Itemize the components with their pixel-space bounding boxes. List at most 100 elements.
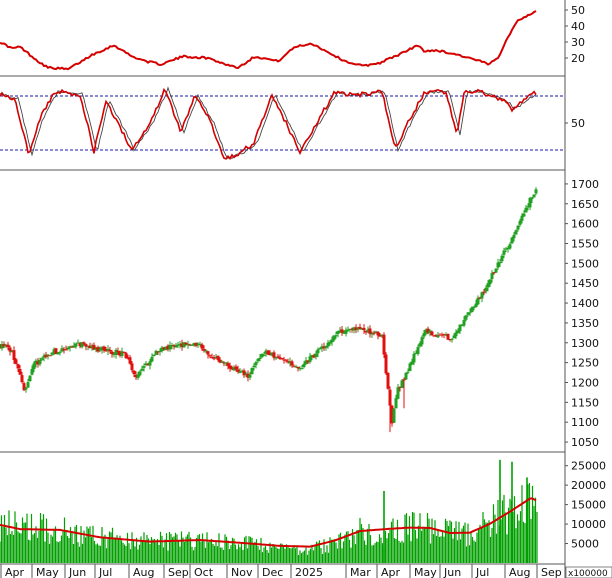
volume-bar bbox=[488, 520, 490, 563]
volume-bar bbox=[423, 528, 426, 563]
volume-bar bbox=[504, 512, 507, 563]
volume-bar bbox=[470, 531, 472, 563]
volume-bar bbox=[135, 537, 138, 563]
candle-body bbox=[76, 342, 80, 344]
volume-bar bbox=[21, 517, 24, 563]
candle-body bbox=[490, 272, 494, 280]
candle-body bbox=[396, 387, 400, 399]
candle-body bbox=[38, 360, 42, 365]
candle-body bbox=[206, 351, 210, 355]
volume-bar bbox=[24, 522, 27, 563]
price-axis-tick-label: 1600 bbox=[571, 218, 599, 231]
candle-body bbox=[454, 332, 458, 337]
price-axis-tick-label: 1400 bbox=[571, 297, 599, 310]
volume-bar bbox=[378, 534, 381, 563]
volume-bar bbox=[56, 541, 58, 563]
candle-body bbox=[362, 327, 366, 331]
volume-bar bbox=[389, 529, 391, 563]
candle-body bbox=[426, 328, 430, 333]
candle-body bbox=[52, 349, 56, 353]
candle-body bbox=[36, 361, 40, 365]
time-tick-label: May bbox=[36, 566, 59, 578]
candle-body bbox=[440, 334, 444, 336]
volume-bar bbox=[189, 537, 192, 563]
volume-unit-box bbox=[565, 566, 612, 578]
volume-bar bbox=[465, 546, 468, 563]
volume-bar bbox=[146, 535, 148, 563]
volume-bar bbox=[167, 550, 169, 563]
volume-bar bbox=[92, 525, 94, 563]
candle-body bbox=[506, 247, 510, 250]
candle-body bbox=[400, 380, 404, 389]
volume-bar bbox=[491, 527, 493, 563]
candle-body bbox=[128, 357, 132, 364]
volume-bar bbox=[381, 543, 384, 563]
price-axis-tick-label: 1050 bbox=[571, 436, 599, 449]
candle-body bbox=[364, 330, 368, 333]
volume-bar bbox=[404, 514, 406, 563]
candle-body bbox=[534, 189, 538, 194]
top-axis-tick-label: 50 bbox=[571, 4, 585, 17]
candle-body bbox=[332, 335, 336, 341]
candle-body bbox=[352, 327, 356, 331]
volume-bar bbox=[315, 541, 318, 563]
volume-bar bbox=[26, 513, 28, 563]
volume-bar bbox=[273, 545, 276, 563]
candle-body bbox=[42, 355, 46, 358]
candle-body bbox=[2, 344, 6, 347]
candle-body bbox=[34, 360, 38, 364]
candle-body bbox=[60, 348, 64, 352]
volume-bar bbox=[395, 539, 397, 563]
volume-bar bbox=[200, 541, 202, 563]
oscillator-panel: 50 bbox=[0, 86, 585, 160]
volume-bar bbox=[125, 546, 127, 563]
volume-bar bbox=[333, 539, 336, 563]
oscillator-signal-line bbox=[0, 86, 537, 160]
candle-body bbox=[228, 365, 232, 369]
candle-body bbox=[512, 234, 516, 239]
volume-bar bbox=[45, 518, 48, 563]
candle-body bbox=[528, 197, 532, 208]
volume-bar bbox=[492, 504, 495, 563]
volume-bar bbox=[63, 517, 66, 563]
candle-body bbox=[338, 330, 342, 332]
volume-bar bbox=[530, 518, 532, 563]
candle-body bbox=[420, 337, 424, 345]
volume-bar bbox=[14, 511, 16, 563]
candle-body bbox=[130, 363, 134, 371]
volume-bar bbox=[272, 544, 274, 563]
time-tick-label: Sep bbox=[168, 566, 189, 578]
candle-body bbox=[138, 371, 142, 376]
volume-bar bbox=[219, 547, 222, 563]
volume-bar bbox=[194, 547, 196, 563]
volume-bar bbox=[168, 531, 171, 563]
volume-bar bbox=[284, 548, 286, 563]
candle-body bbox=[510, 237, 514, 244]
candle-body bbox=[50, 352, 54, 355]
volume-bar bbox=[156, 538, 159, 563]
volume-bar bbox=[80, 526, 82, 563]
volume-bar bbox=[353, 535, 355, 563]
candle-body bbox=[322, 346, 326, 349]
volume-bar bbox=[143, 532, 145, 563]
volume-bar bbox=[174, 532, 177, 563]
volume-bar bbox=[405, 513, 408, 563]
candle-body bbox=[432, 335, 436, 337]
volume-bar bbox=[354, 544, 357, 563]
volume-bar bbox=[20, 533, 22, 563]
volume-bar bbox=[50, 534, 52, 563]
volume-bar bbox=[213, 545, 216, 563]
volume-bar bbox=[288, 547, 291, 563]
volume-bar bbox=[287, 545, 289, 563]
volume-bar bbox=[177, 540, 180, 563]
volume-bar bbox=[425, 527, 427, 563]
volume-bar bbox=[27, 539, 30, 563]
volume-bar bbox=[243, 537, 246, 563]
candle-body bbox=[98, 349, 102, 351]
candle-body bbox=[188, 344, 192, 346]
volume-bar-spike bbox=[383, 490, 385, 563]
volume-bar bbox=[479, 524, 481, 563]
candle-body bbox=[134, 374, 138, 378]
price-axis-tick-label: 1100 bbox=[571, 416, 599, 429]
